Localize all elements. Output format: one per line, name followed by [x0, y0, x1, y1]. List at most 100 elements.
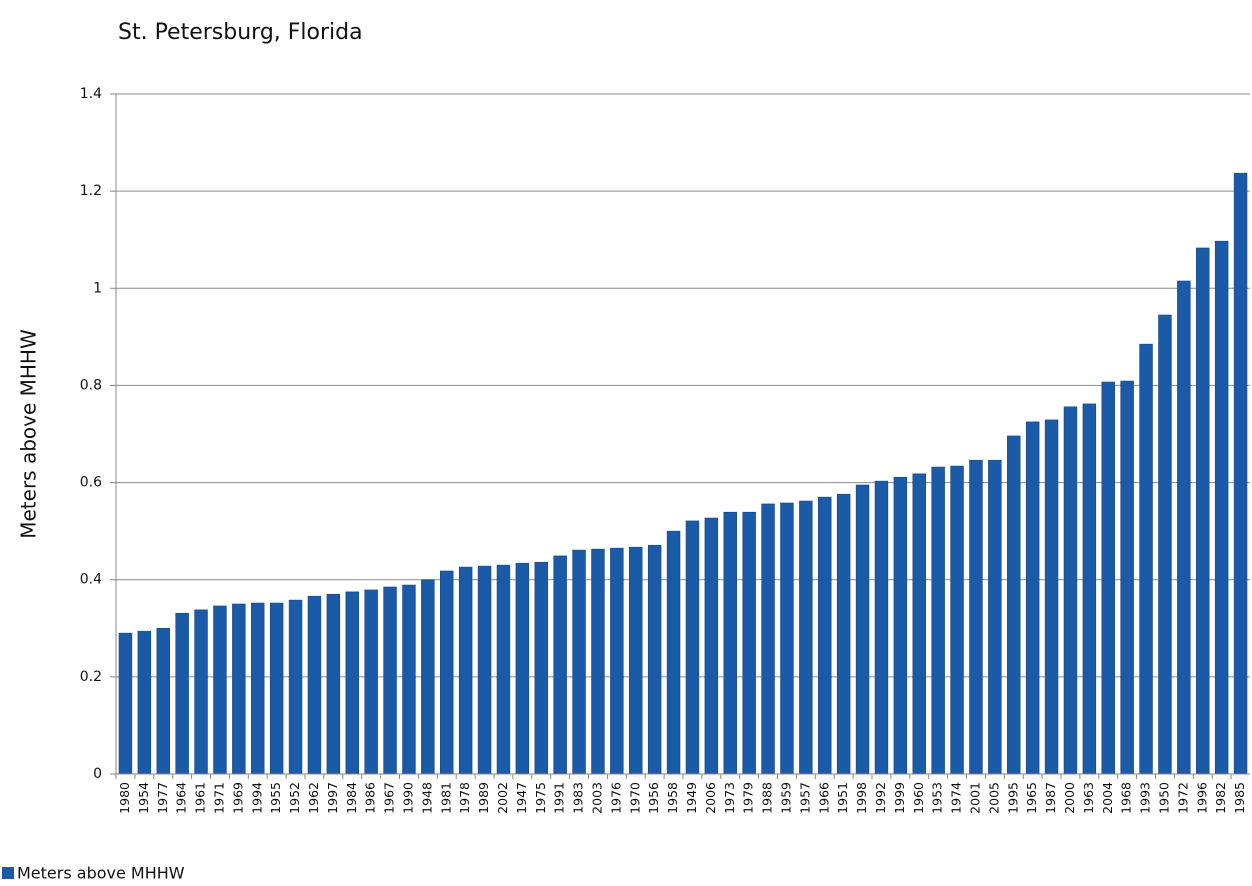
x-tick-label: 1965 [1024, 782, 1039, 814]
x-tick-label: 1953 [930, 782, 945, 814]
x-tick-label: 1959 [778, 782, 793, 814]
chart-title: St. Petersburg, Florida [118, 20, 363, 45]
bar [761, 503, 775, 775]
bar [742, 511, 756, 775]
y-tick-label: 0.6 [80, 475, 102, 491]
x-tick-label: 1983 [571, 782, 586, 814]
x-tick-label: 1964 [174, 782, 189, 814]
x-tick-label: 1966 [816, 782, 831, 814]
bar [175, 612, 189, 775]
bar [156, 627, 170, 775]
x-tick-label: 1988 [760, 782, 775, 814]
bar [969, 459, 983, 775]
bar [950, 465, 964, 775]
x-tick-label: 1989 [476, 782, 491, 814]
bar [893, 476, 908, 775]
bar [931, 466, 945, 775]
x-tick-label: 1985 [1232, 782, 1247, 814]
x-tick-label: 2005 [986, 782, 1001, 814]
x-tick-label: 2003 [589, 782, 604, 814]
x-tick-label: 1969 [230, 782, 245, 814]
bar [307, 595, 322, 775]
x-tick-label: 1981 [438, 782, 453, 814]
y-tick-label: 0.2 [80, 669, 102, 685]
bar [383, 586, 397, 775]
bar [647, 544, 662, 775]
x-tick-label: 1958 [665, 782, 680, 814]
bar [704, 517, 719, 775]
bar [345, 591, 359, 775]
x-tick-label: 2002 [495, 782, 510, 814]
bar [1120, 380, 1134, 775]
bar [458, 566, 473, 775]
x-tick-label: 1961 [193, 782, 208, 814]
bar [553, 555, 567, 775]
bar [440, 570, 454, 775]
x-tick-label: 2000 [1062, 782, 1077, 814]
x-tick-label: 1996 [1194, 782, 1209, 814]
bar [364, 589, 378, 775]
x-tick-label: 1975 [533, 782, 548, 814]
bar [855, 484, 870, 775]
bar [421, 579, 435, 775]
bar [1101, 381, 1115, 775]
x-tick-label: 2004 [1100, 782, 1115, 814]
legend-swatch [2, 867, 14, 879]
bar [1063, 406, 1078, 775]
x-tick-label: 1984 [344, 782, 359, 814]
bar [1082, 403, 1097, 775]
x-tick-label: 1978 [457, 782, 472, 814]
x-tick-label: 1971 [211, 782, 226, 814]
bar [515, 562, 530, 775]
y-tick-label: 1.2 [80, 183, 102, 199]
bar [1025, 421, 1040, 775]
x-tick-label: 1999 [892, 782, 907, 814]
x-tick-label: 1991 [552, 782, 567, 814]
x-tick-label: 1992 [873, 782, 888, 814]
y-tick-label: 0 [93, 766, 102, 782]
x-tick-label: 1973 [722, 782, 737, 814]
bar [118, 632, 133, 775]
x-tick-label: 1960 [911, 782, 926, 814]
bar [1196, 247, 1210, 775]
bar [232, 603, 246, 775]
bar [1177, 280, 1191, 775]
x-tick-label: 1967 [382, 782, 397, 814]
x-tick-label: 1972 [1175, 782, 1190, 814]
bar [402, 584, 416, 775]
x-tick-label: 1948 [419, 782, 434, 814]
x-tick-label: 1993 [1138, 782, 1153, 814]
bar [685, 520, 700, 775]
x-tick-label: 1968 [1119, 782, 1134, 814]
bar [1007, 435, 1021, 775]
bar [666, 530, 681, 775]
x-tick-label: 1954 [136, 782, 151, 814]
bar [1233, 172, 1248, 775]
x-tick-label: 2006 [703, 782, 718, 814]
x-tick-label: 1990 [400, 782, 415, 814]
bar [629, 546, 643, 775]
x-tick-label: 1955 [268, 782, 283, 814]
bar [269, 602, 284, 775]
x-tick-label: 1987 [1043, 782, 1058, 814]
x-tick-label: 1950 [1156, 782, 1171, 814]
bar [591, 548, 605, 775]
bar [326, 593, 341, 775]
bar [610, 547, 624, 775]
bar [534, 561, 548, 775]
bar [780, 502, 794, 775]
bar [477, 565, 492, 775]
bar [912, 473, 926, 775]
legend-label: Meters above MHHW [17, 864, 185, 883]
bar [1158, 314, 1172, 775]
x-tick-label: 1970 [627, 782, 642, 814]
bar [1214, 240, 1229, 775]
x-tick-label: 1957 [797, 782, 812, 814]
x-tick-label: 1952 [287, 782, 302, 814]
x-tick-label: 1962 [306, 782, 321, 814]
y-tick-label: 1 [93, 280, 102, 296]
x-tick-label: 1995 [1005, 782, 1020, 814]
x-tick-label: 1979 [741, 782, 756, 814]
